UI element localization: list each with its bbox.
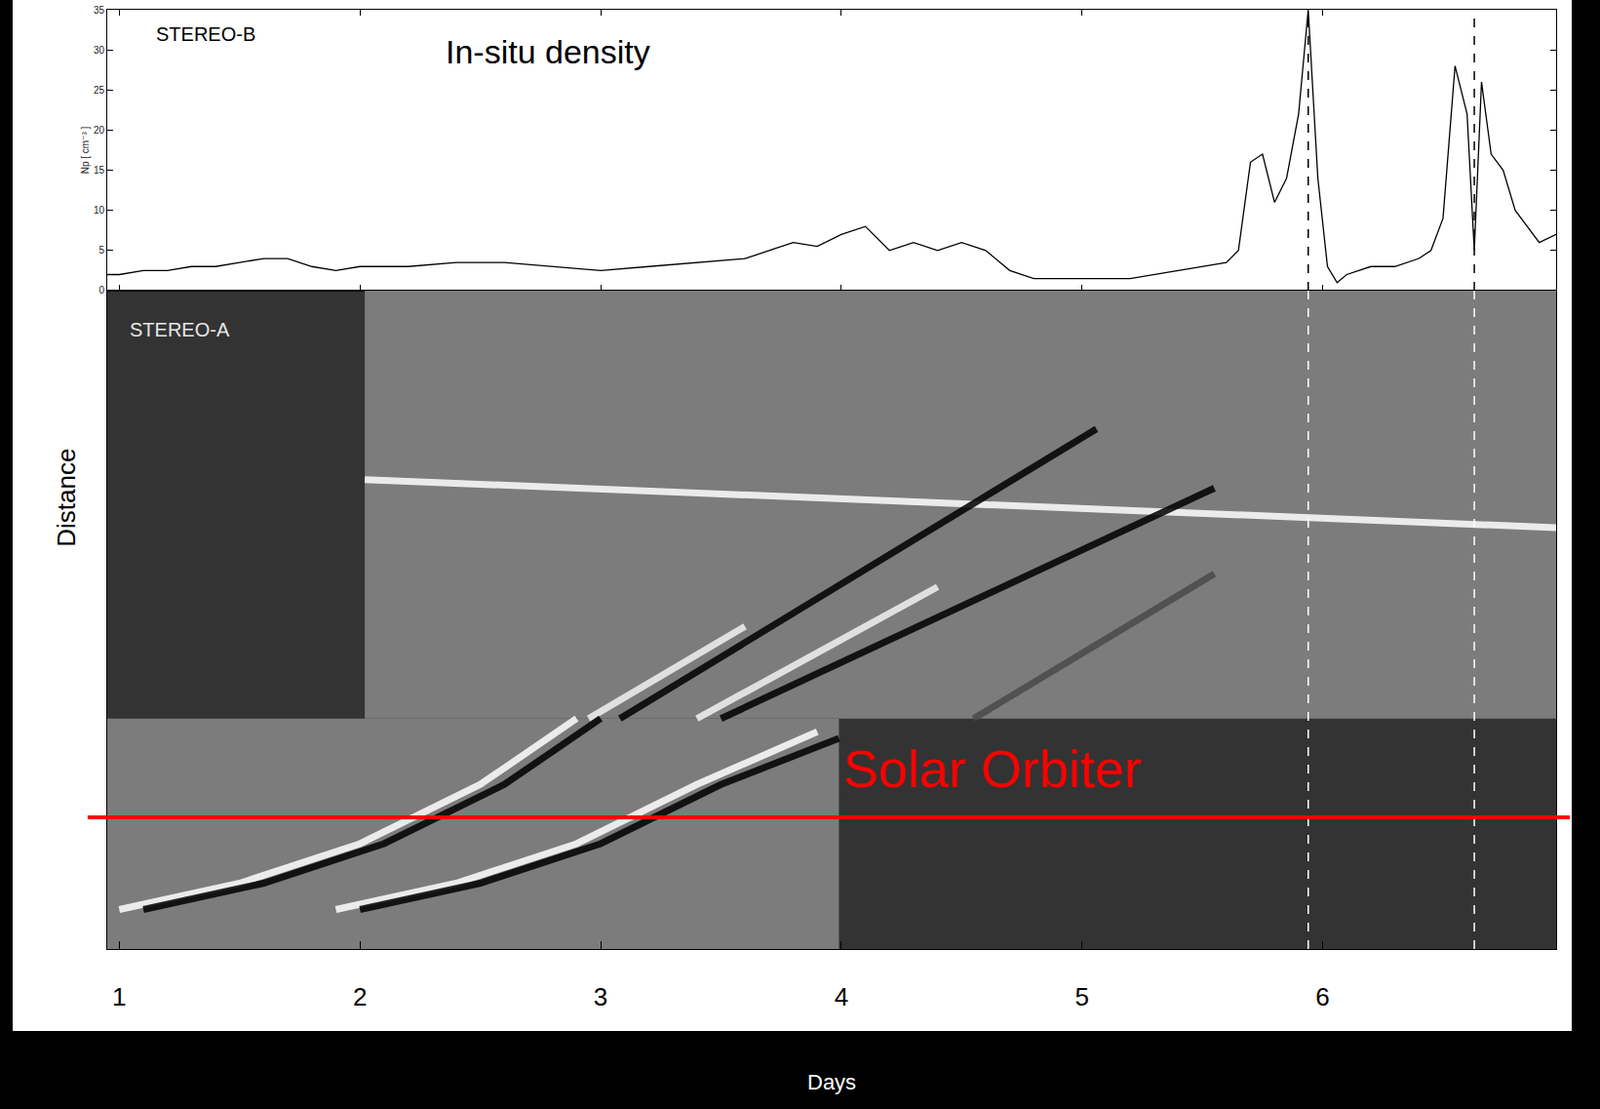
svg-text:10: 10 (93, 204, 106, 216)
svg-text:15: 15 (93, 164, 106, 176)
svg-text:5: 5 (98, 244, 105, 256)
svg-text:Solar Orbiter: Solar Orbiter (843, 739, 1142, 798)
svg-text:STEREO-A: STEREO-A (129, 318, 231, 341)
svg-text:6: 6 (1315, 981, 1329, 1012)
svg-text:3: 3 (593, 981, 608, 1012)
svg-text:Distance: Distance (51, 448, 81, 547)
svg-text:0: 0 (98, 284, 105, 296)
svg-text:25: 25 (93, 84, 106, 96)
svg-text:30: 30 (93, 44, 106, 56)
svg-text:STEREO-B: STEREO-B (156, 23, 256, 45)
svg-text:20: 20 (93, 124, 106, 136)
svg-text:4: 4 (834, 981, 849, 1012)
svg-text:1: 1 (112, 981, 126, 1012)
svg-text:5: 5 (1074, 981, 1089, 1012)
svg-text:Np [ cm⁻³ ]: Np [ cm⁻³ ] (79, 125, 91, 174)
svg-text:In-situ density: In-situ density (445, 33, 651, 71)
svg-text:35: 35 (93, 4, 106, 16)
svg-text:Days: Days (807, 1069, 857, 1094)
svg-text:2: 2 (352, 981, 367, 1012)
